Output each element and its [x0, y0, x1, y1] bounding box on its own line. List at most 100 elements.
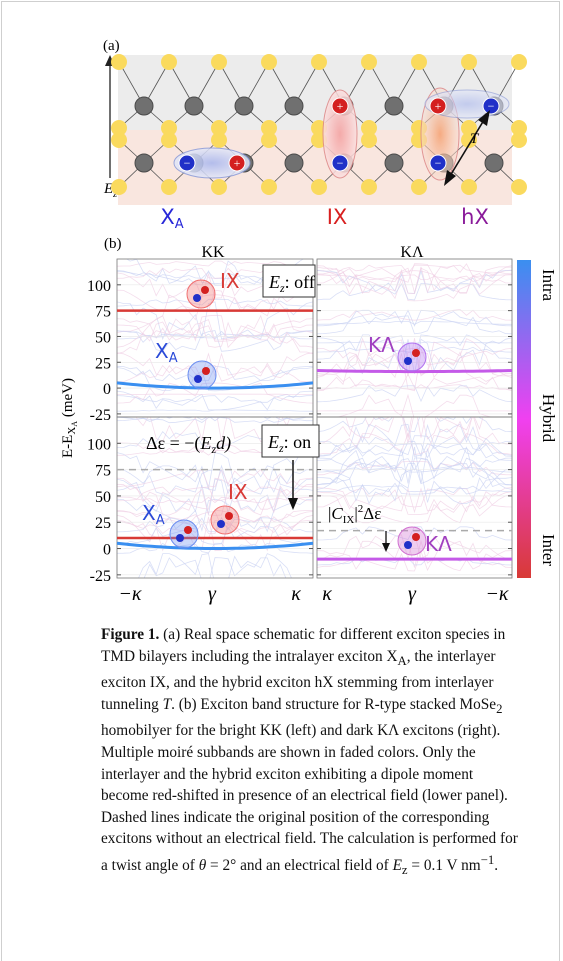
subband: [317, 463, 512, 484]
chalcogen-atom: [111, 179, 127, 195]
x-tick-label: −κ: [118, 583, 141, 605]
annotation: Δε = −(Ezd): [146, 433, 231, 456]
subband: [117, 295, 313, 333]
band-structure: 1007550250-251007550250-25IXXAKΛXAIXKΛEz…: [60, 257, 558, 605]
band-label: KΛ: [368, 333, 395, 357]
caption-text: −1: [481, 853, 495, 867]
charge-sign: +: [337, 99, 344, 113]
icon-electron: [176, 534, 184, 542]
chalcogen-atom: [261, 132, 277, 148]
icon-hole: [202, 367, 210, 375]
x-tick-label: κ: [322, 583, 332, 605]
charge-sign: +: [435, 99, 442, 113]
metal-atom: [385, 97, 403, 115]
panel-label: (a): [103, 38, 120, 54]
metal-atom: [185, 97, 203, 115]
band-label: XA: [142, 501, 165, 528]
charge-sign: −: [337, 156, 344, 170]
caption: Figure 1. (a) Real space schematic for d…: [101, 624, 521, 882]
species-label: XA: [160, 205, 183, 232]
chalcogen-atom: [311, 54, 327, 70]
band-label-part: IX: [220, 269, 240, 293]
x-tick-label: κ: [291, 583, 301, 605]
annotation-part: E: [268, 272, 280, 292]
exciton-icon: [188, 361, 216, 389]
y-tick-label: 0: [103, 542, 111, 559]
subband: [317, 395, 512, 420]
arrow-head: [382, 543, 390, 552]
chalcogen-atom: [361, 179, 377, 195]
band-label: IX: [228, 480, 248, 504]
annotation: Ez: off: [268, 272, 315, 295]
caption-label: Figure 1.: [101, 626, 159, 643]
y-axis-label: E-EXA (meV): [60, 378, 79, 458]
species-label: hX: [461, 205, 489, 229]
icon-electron: [404, 357, 412, 365]
chalcogen-atom: [161, 54, 177, 70]
chalcogen-atom: [161, 132, 177, 148]
band-label-part: A: [169, 351, 178, 366]
icon-electron: [193, 294, 201, 302]
subband: [317, 413, 512, 432]
annotation-part: Δε = −(: [146, 433, 200, 454]
caption-text: = 2° and an electrical field of: [206, 857, 392, 874]
annotation-part: Δε: [363, 504, 381, 523]
subband: [317, 486, 512, 492]
species-label-part: X: [160, 205, 174, 229]
x-tick-label: −κ: [485, 583, 508, 605]
annotation: Ez: on: [267, 432, 311, 455]
subband: [317, 410, 512, 411]
species-label-part: A: [175, 217, 184, 232]
chalcogen-atom: [161, 179, 177, 195]
caption-text: . (b) Exciton band structure for R-type …: [171, 696, 496, 713]
metal-atom: [385, 154, 403, 172]
colorbar-label: Inter: [539, 534, 558, 566]
caption-text: E: [393, 857, 402, 874]
band-label-part: X: [142, 501, 156, 525]
chalcogen-atom: [461, 54, 477, 70]
band-label-part: KΛ: [425, 532, 452, 556]
chalcogen-atom: [261, 179, 277, 195]
caption-text: 2: [496, 702, 502, 716]
metal-atom: [485, 154, 503, 172]
icon-electron: [404, 541, 412, 549]
subband: [117, 558, 313, 586]
chalcogen-atom: [111, 132, 127, 148]
colorbar: [517, 260, 531, 578]
exciton-icon: [211, 506, 239, 534]
y-tick-label: 0: [103, 381, 111, 398]
caption-text: .: [494, 857, 498, 874]
subband: [317, 265, 512, 274]
exciton-icon: [170, 520, 198, 548]
charge-sign: −: [184, 156, 191, 170]
icon-electron: [194, 375, 202, 383]
column-title: KK: [201, 244, 225, 261]
annotation-part: C: [331, 504, 343, 523]
annotation-part: E: [199, 433, 211, 453]
icon-hole: [184, 526, 192, 534]
metal-atom: [135, 154, 153, 172]
band-label: XA: [155, 339, 178, 366]
y-tick-label: 25: [95, 355, 111, 372]
y-tick-label: 75: [95, 463, 111, 480]
exciton-icon: [187, 280, 215, 308]
y-axis-label-part: E-E: [60, 435, 76, 458]
y-axis-label-part: X: [66, 427, 78, 435]
icon-electron: [217, 520, 225, 528]
y-tick-label: 100: [87, 436, 111, 453]
metal-atom: [285, 154, 303, 172]
chalcogen-atom: [361, 54, 377, 70]
chalcogen-atom: [261, 54, 277, 70]
icon-hole: [412, 533, 420, 541]
chalcogen-atom: [411, 179, 427, 195]
band-label-part: IX: [228, 480, 248, 504]
chalcogen-atom: [511, 179, 527, 195]
chalcogen-atom: [211, 179, 227, 195]
chalcogen-atom: [511, 54, 527, 70]
band-label-part: A: [156, 513, 165, 528]
annotation-part: : off: [285, 272, 315, 292]
chalcogen-atom: [211, 132, 227, 148]
